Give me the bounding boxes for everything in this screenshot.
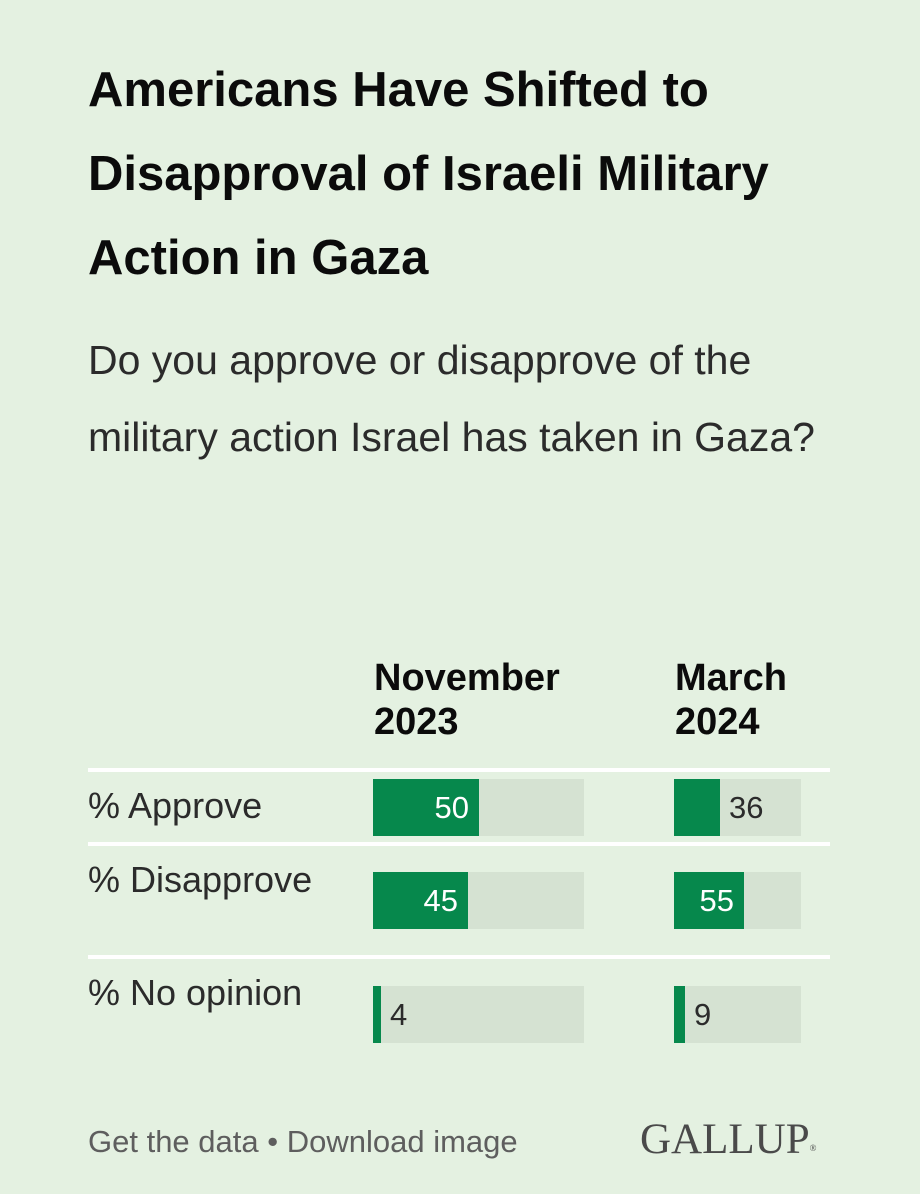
column-header-november-2023: November 2023: [374, 656, 560, 744]
row-label-approve: % Approve: [88, 785, 263, 826]
gallup-logo: GALLUP®: [640, 1114, 816, 1166]
bar-track-disapprove: 55: [674, 872, 801, 929]
download-image-link[interactable]: Download image: [286, 1124, 518, 1159]
footer-separator: •: [267, 1124, 279, 1159]
bar-track-approve: 36: [674, 779, 801, 836]
bar-value-label: 45: [423, 883, 458, 918]
row-label-disapprove: % Disapprove: [88, 859, 313, 900]
row-divider: [88, 842, 830, 846]
bar-no-opinion: [674, 986, 685, 1043]
bar-value-label: 9: [694, 997, 712, 1032]
bar-value-label: 55: [699, 883, 734, 918]
chart-title: Americans Have Shifted to Disapproval of…: [88, 63, 769, 285]
bar-value-label: 50: [434, 790, 469, 825]
bar-no-opinion: [373, 986, 381, 1043]
bar-approve: [674, 779, 720, 836]
bar-track-no-opinion: 9: [674, 986, 801, 1043]
column-header-line2: 2024: [675, 701, 760, 743]
bar-value-label: 36: [729, 790, 764, 825]
bar-track-approve: 50: [373, 779, 584, 836]
chart-footer: Get the data • Download image: [88, 1120, 518, 1164]
row-divider: [88, 768, 830, 772]
row-divider: [88, 955, 830, 959]
get-data-link[interactable]: Get the data: [88, 1124, 259, 1159]
column-header-line1: March: [675, 657, 787, 699]
brand-name: GALLUP: [640, 1116, 810, 1163]
chart-subtitle: Do you approve or disapprove of the mili…: [88, 337, 815, 460]
column-header-line1: November: [374, 657, 560, 699]
bar-approve: [373, 779, 479, 836]
registered-mark: ®: [809, 1143, 817, 1153]
bar-disapprove: [373, 872, 468, 929]
column-header-march-2024: March 2024: [675, 656, 787, 744]
bar-track-no-opinion: 4: [373, 986, 584, 1043]
row-label-no-opinion: % No opinion: [88, 972, 303, 1013]
bar-track-disapprove: 45: [373, 872, 584, 929]
bar-disapprove: [674, 872, 744, 929]
column-header-line2: 2023: [374, 701, 459, 743]
bar-value-label: 4: [390, 997, 408, 1032]
